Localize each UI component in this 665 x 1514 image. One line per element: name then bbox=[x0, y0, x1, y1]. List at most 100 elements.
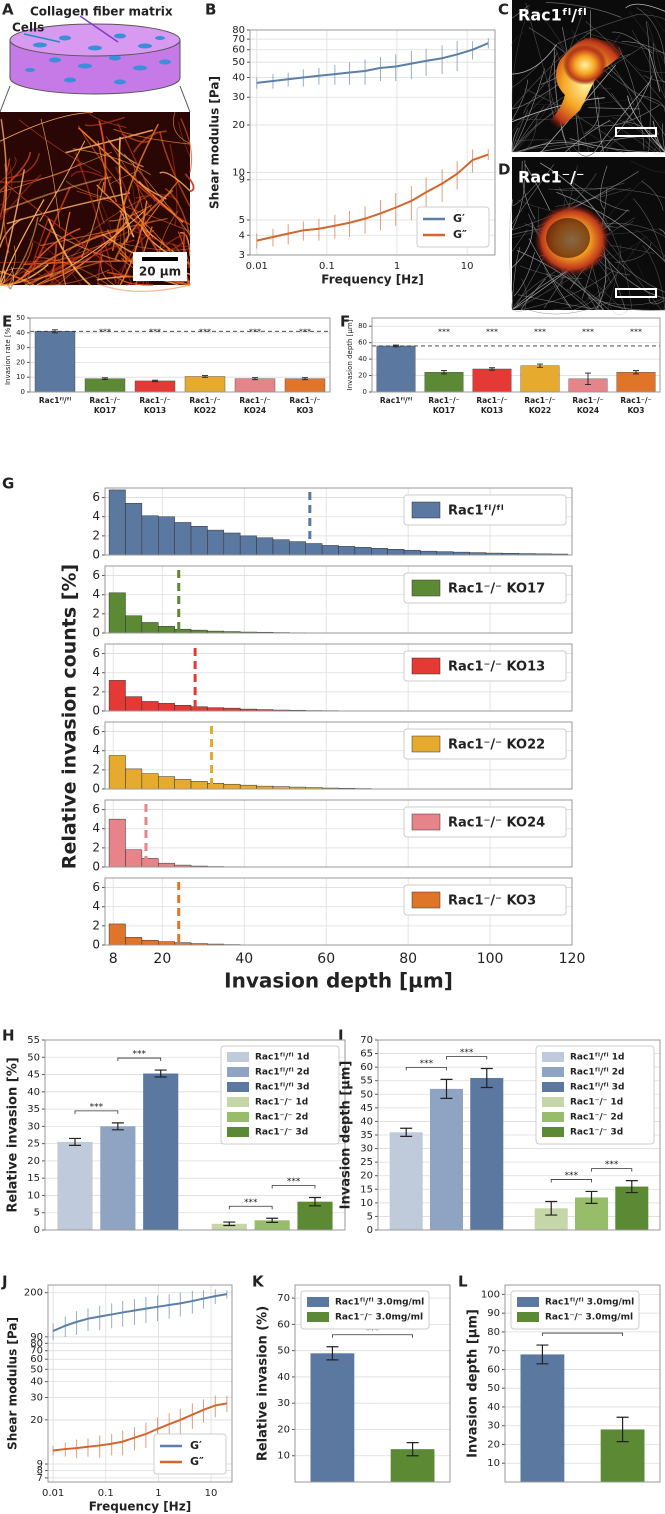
legend-swatch bbox=[227, 1052, 249, 1062]
error-bar bbox=[440, 1078, 453, 1099]
legend-swatch bbox=[411, 579, 441, 597]
significance: *** bbox=[630, 328, 642, 337]
cells bbox=[25, 33, 171, 85]
x-tick-label: 0.01 bbox=[246, 261, 268, 272]
legend-label: Rac1⁻/⁻ 1d bbox=[255, 1098, 308, 1108]
x-tick-label: 10 bbox=[461, 261, 474, 272]
significance: *** bbox=[605, 1160, 619, 1170]
fiber bbox=[597, 291, 604, 311]
bar bbox=[424, 372, 464, 393]
fiber bbox=[179, 232, 191, 257]
significance: *** bbox=[249, 328, 261, 337]
y-tick-label: 60 bbox=[358, 339, 367, 347]
significance: *** bbox=[460, 1048, 474, 1058]
error-bar bbox=[102, 377, 108, 381]
plot-border bbox=[377, 1039, 661, 1231]
y-tick-label: 35 bbox=[27, 1104, 40, 1115]
fiber bbox=[511, 127, 519, 153]
error-bar bbox=[69, 1137, 81, 1146]
x-tick-label: 0.01 bbox=[42, 1488, 64, 1499]
x-tick-label: Rac1⁻/⁻ bbox=[189, 396, 220, 405]
histogram-bar bbox=[174, 628, 192, 634]
fiber bbox=[519, 265, 583, 279]
fiber bbox=[511, 44, 558, 75]
legend-swatch bbox=[411, 813, 441, 831]
significance: *** bbox=[582, 328, 594, 337]
fiber bbox=[0, 259, 59, 286]
legend-label: Rac1ᶠˡ/ᶠˡ 3d bbox=[255, 1083, 309, 1093]
legend-swatch bbox=[411, 501, 441, 519]
fiber bbox=[40, 217, 168, 247]
y-tick-label: 40 bbox=[277, 1372, 290, 1383]
fiber bbox=[6, 184, 121, 275]
histogram-bar bbox=[125, 849, 143, 868]
y-tick-label: 2 bbox=[92, 606, 100, 620]
histogram-bar bbox=[239, 535, 257, 556]
fiber bbox=[609, 304, 629, 315]
y-tick-label: 40 bbox=[232, 72, 245, 83]
fiber bbox=[132, 130, 167, 153]
matrix-label: Collagen fiber matrix bbox=[30, 5, 173, 19]
fiber bbox=[117, 123, 156, 203]
y-tick-label: 6 bbox=[92, 802, 100, 816]
panel-letter: A bbox=[2, 1, 14, 19]
fiber bbox=[98, 120, 107, 193]
y-tick-label: 80 bbox=[232, 25, 245, 36]
y-tick-label: 50 bbox=[27, 1052, 40, 1063]
plot-border bbox=[249, 29, 496, 256]
bar bbox=[254, 1220, 290, 1230]
y-tick-label: 7 bbox=[37, 1473, 43, 1484]
y-tick-label: 5 bbox=[239, 215, 245, 226]
legend-label: Rac1ᶠˡ/ᶠˡ 1d bbox=[570, 1053, 624, 1063]
legend-box bbox=[403, 650, 567, 682]
histogram-bar bbox=[125, 937, 143, 946]
fiber bbox=[521, 160, 536, 220]
x-axis-label: Frequency [Hz] bbox=[321, 273, 423, 287]
fiber bbox=[131, 229, 191, 248]
error-bar bbox=[537, 363, 543, 368]
histogram-bar bbox=[158, 516, 175, 556]
fiber bbox=[0, 174, 42, 221]
fiber bbox=[572, 145, 595, 157]
legend-swatch bbox=[542, 1097, 564, 1107]
significance: *** bbox=[576, 1325, 590, 1335]
fiber bbox=[615, 242, 652, 263]
fiber bbox=[511, 142, 594, 153]
y-tick-label: 20 bbox=[360, 1171, 373, 1182]
fiber bbox=[528, 302, 609, 315]
y-tick-label: 70 bbox=[30, 1346, 43, 1357]
bar bbox=[520, 365, 560, 393]
legend-box bbox=[403, 728, 567, 760]
histogram-bar bbox=[158, 941, 175, 946]
legend-box bbox=[220, 1045, 340, 1145]
y-tick-label: 40 bbox=[360, 1116, 373, 1127]
plot-border bbox=[104, 565, 573, 634]
legend-swatch bbox=[227, 1097, 249, 1107]
fiber bbox=[659, 229, 665, 257]
y-tick-label: 0 bbox=[34, 1225, 40, 1236]
significance: *** bbox=[534, 328, 546, 337]
bar bbox=[34, 331, 76, 393]
significance-bracket bbox=[74, 1110, 119, 1114]
y-tick-label: 30 bbox=[27, 1121, 40, 1132]
fiber bbox=[88, 111, 127, 128]
plot-border bbox=[294, 1284, 451, 1483]
legend-box bbox=[153, 1433, 227, 1475]
x-tick-label: Rac1ᶠˡ/ᶠˡ bbox=[39, 396, 72, 405]
histogram-bar bbox=[108, 755, 126, 790]
y-tick-label: 25 bbox=[27, 1139, 40, 1150]
significance: *** bbox=[90, 1102, 104, 1112]
bar bbox=[429, 1088, 464, 1230]
fiber bbox=[0, 218, 23, 248]
y-tick-label: 45 bbox=[360, 1103, 373, 1114]
histogram-bar bbox=[436, 551, 454, 556]
fiber bbox=[0, 267, 31, 274]
fiber bbox=[118, 242, 191, 251]
y-tick-label: 9 bbox=[239, 175, 245, 186]
histogram-bar bbox=[239, 784, 257, 790]
panel-letter: C bbox=[498, 1, 509, 19]
y-tick-label: 60 bbox=[487, 1364, 500, 1375]
y-tick-label: 90 bbox=[487, 1308, 500, 1319]
legend-swatch bbox=[227, 1067, 249, 1077]
fiber bbox=[634, 229, 665, 257]
